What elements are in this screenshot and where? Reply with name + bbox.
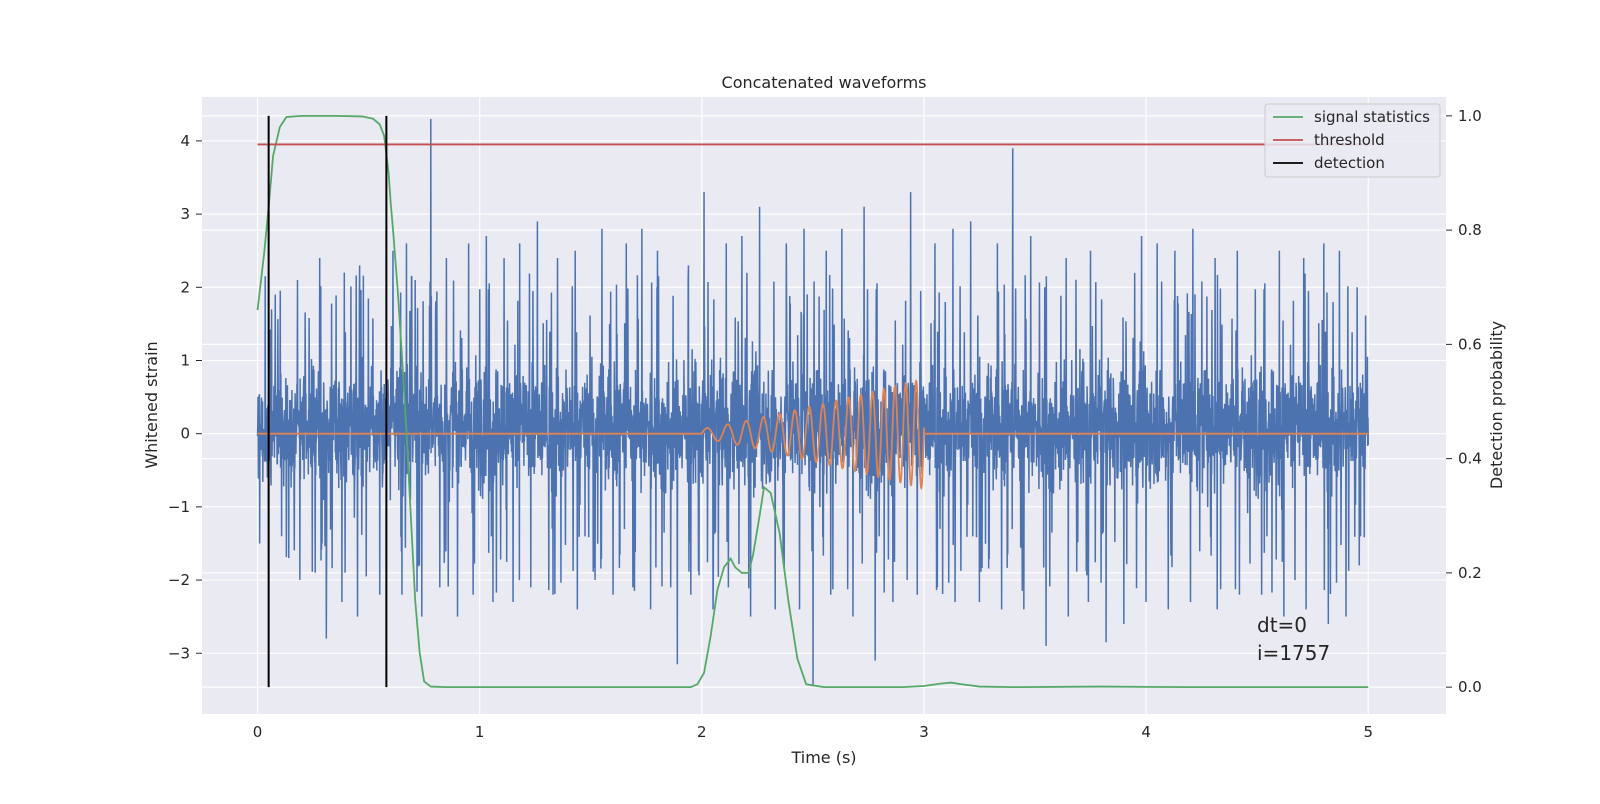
y2-tick-label: 1.0 (1458, 107, 1482, 125)
x-tick-label: 4 (1141, 723, 1151, 741)
annotation-dt: dt=0 (1257, 613, 1307, 637)
annotation-index: i=1757 (1257, 641, 1330, 665)
x-tick-label: 2 (697, 723, 707, 741)
y2-axis-label: Detection probability (1487, 321, 1506, 489)
y-tick-label: 2 (180, 278, 190, 296)
chart-title: Concatenated waveforms (722, 73, 927, 92)
y2-tick-label: 0.0 (1458, 678, 1482, 696)
legend-box (1264, 103, 1441, 178)
noise-series-line (256, 118, 1369, 687)
y-tick-label: −1 (168, 498, 190, 516)
y2-tick-label: 0.6 (1458, 335, 1482, 353)
x-tick-label: 5 (1363, 723, 1373, 741)
y2-tick-label: 0.4 (1458, 450, 1482, 468)
y2-tick-label: 0.8 (1458, 221, 1482, 239)
y-axis-label: Whitened strain (142, 341, 161, 468)
y-tick-label: 3 (180, 205, 190, 223)
y-tick-label: 0 (180, 425, 190, 443)
series-layer (256, 114, 1369, 689)
x-tick-label: 0 (253, 723, 263, 741)
chirp-series-line (257, 379, 1369, 491)
legend-label-detection: detection (1314, 154, 1385, 172)
y-tick-label: 4 (180, 132, 190, 150)
legend-label-signal-statistics: signal statistics (1314, 108, 1430, 126)
legend: signal statistics threshold detection (1264, 103, 1441, 178)
legend-label-threshold: threshold (1314, 131, 1385, 149)
x-tick-label: 1 (475, 723, 485, 741)
signal-statistics-line (256, 114, 1369, 689)
x-tick-label: 3 (919, 723, 929, 741)
x-axis-label: Time (s) (790, 748, 856, 767)
y-tick-label: −3 (168, 644, 190, 662)
y-tick-label: 1 (180, 351, 190, 369)
ticks: 0 1 2 3 4 5 −3 −2 −1 0 1 2 3 4 0.0 0.2 0.4 0.6 0.8 1.0 (168, 107, 1482, 741)
y-tick-label: −2 (168, 571, 190, 589)
y2-tick-label: 0.2 (1458, 564, 1482, 582)
